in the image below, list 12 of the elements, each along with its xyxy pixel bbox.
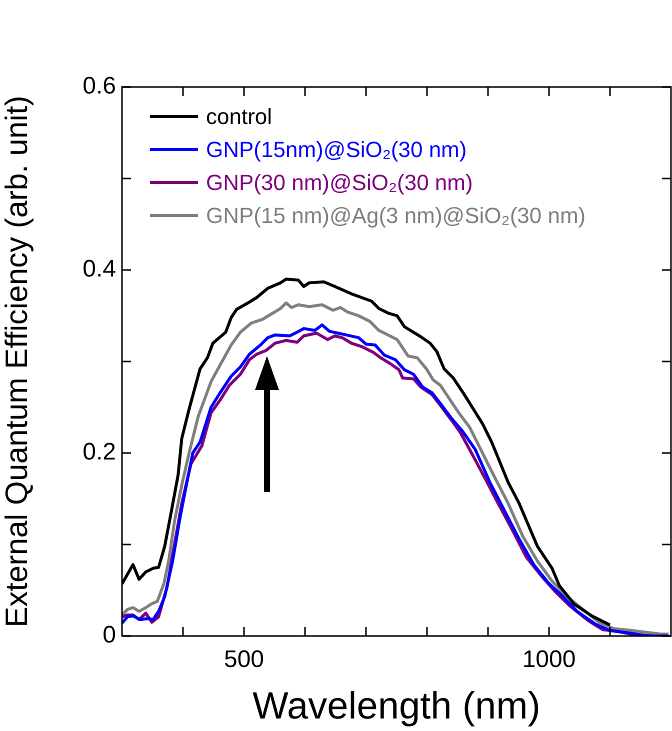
y-axis-title: External Quantum Efficiency (arb. unit)	[0, 96, 34, 628]
y-tick-label: 0.6	[82, 72, 116, 100]
legend-label: GNP(30 nm)@SiO₂(30 nm)	[206, 170, 473, 196]
x-tick-label: 1000	[522, 646, 576, 674]
legend-label: GNP(15nm)@SiO₂(30 nm)	[206, 136, 467, 162]
x-axis-title: Wavelength (nm)	[252, 686, 540, 728]
y-tick-label: 0.2	[82, 438, 116, 466]
y-tick-label: 0.4	[82, 256, 116, 283]
x-tick-label: 500	[224, 646, 264, 674]
legend-label: control	[206, 104, 272, 130]
y-tick-label: 0	[102, 622, 116, 649]
legend-label: GNP(15 nm)@Ag(3 nm)@SiO₂(30 nm)	[206, 202, 586, 228]
